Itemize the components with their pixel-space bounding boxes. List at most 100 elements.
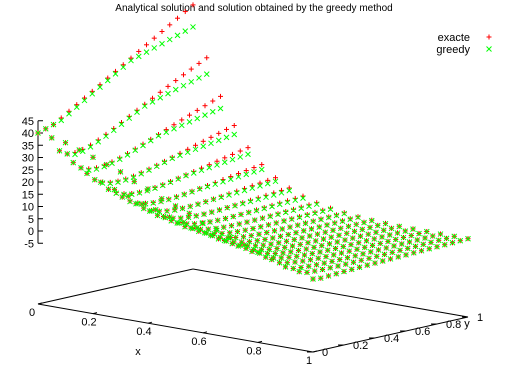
- cross-b: [247, 198, 254, 205]
- cross-b: [449, 239, 456, 246]
- point-greedy: [145, 186, 151, 192]
- point-exacte: [196, 60, 202, 66]
- point-greedy: [240, 233, 247, 240]
- cross-b: [293, 229, 299, 236]
- point-greedy: [412, 243, 419, 250]
- x-tick-label: 0: [29, 307, 35, 319]
- point-greedy: [306, 233, 313, 239]
- cross-b: [255, 249, 261, 256]
- point-greedy: [371, 236, 378, 242]
- point-greedy: [312, 210, 318, 217]
- point-greedy: [213, 227, 220, 234]
- point-greedy: [169, 155, 176, 162]
- cross-b: [48, 134, 55, 141]
- cross-b: [404, 245, 411, 252]
- point-greedy: [201, 211, 207, 218]
- point-greedy: [269, 203, 275, 210]
- point-greedy: [236, 221, 243, 227]
- point-exacte: [152, 185, 158, 191]
- point-greedy: [381, 251, 388, 258]
- point-greedy: [76, 147, 83, 153]
- cross-b: [152, 185, 158, 192]
- cross-b: [285, 231, 292, 238]
- point-greedy: [97, 179, 104, 186]
- cross-b: [150, 200, 157, 206]
- cross-b: [209, 232, 216, 239]
- point-greedy: [449, 239, 456, 246]
- point-greedy: [295, 247, 302, 254]
- cross-b: [311, 244, 317, 251]
- cross-b: [372, 260, 378, 266]
- point-greedy: [261, 205, 268, 212]
- point-greedy: [398, 241, 405, 247]
- cross-b: [187, 203, 194, 210]
- cross-b: [303, 246, 310, 252]
- point-greedy: [382, 220, 389, 227]
- point-exacte: [187, 112, 192, 118]
- cross-b: [343, 230, 350, 237]
- cross-b: [276, 201, 283, 208]
- point-exacte: [157, 89, 163, 95]
- point-greedy: [288, 216, 295, 223]
- cross-b: [111, 186, 118, 193]
- x-tick-label: 0.8: [246, 345, 261, 357]
- cross-b: [259, 215, 266, 222]
- cross-b: [243, 171, 250, 178]
- point-greedy: [339, 218, 346, 225]
- y-axis-line: [312, 316, 469, 353]
- cross-b: [324, 247, 331, 254]
- cross-b: [367, 249, 374, 255]
- point-greedy: [255, 249, 261, 256]
- point-greedy: [245, 209, 252, 216]
- cross-b: [42, 125, 49, 132]
- cross-b: [269, 235, 276, 241]
- point-greedy: [268, 256, 275, 263]
- cross-b: [251, 169, 257, 175]
- cross-b: [254, 237, 261, 244]
- y-tick-label: 0: [322, 347, 328, 359]
- point-greedy: [166, 214, 173, 220]
- cross-b: [400, 234, 407, 241]
- cross-b: [320, 236, 327, 242]
- cross-b: [223, 238, 230, 244]
- point-greedy: [50, 121, 57, 128]
- point-greedy: [334, 239, 341, 245]
- point-exacte: [206, 162, 212, 168]
- cross-b: [159, 40, 165, 47]
- cross-b: [268, 256, 275, 263]
- cross-b: [266, 246, 273, 253]
- x-axis-label: x: [135, 346, 141, 358]
- point-exacte: [181, 72, 186, 78]
- point-greedy: [138, 170, 145, 177]
- cross-b: [278, 189, 285, 196]
- cross-b: [294, 222, 301, 229]
- cross-b: [256, 231, 262, 238]
- cross-b: [156, 208, 163, 215]
- cross-b: [275, 239, 282, 246]
- cross-b: [312, 210, 318, 217]
- cross-b: [237, 242, 243, 249]
- point-greedy: [253, 207, 260, 214]
- cross-b: [204, 183, 211, 190]
- z-tick-label: 15: [22, 189, 34, 201]
- point-greedy: [226, 230, 233, 236]
- cross-b: [339, 218, 346, 225]
- point-greedy: [328, 234, 335, 241]
- x-tick-label: 0.2: [81, 317, 96, 329]
- point-greedy: [318, 242, 325, 249]
- cross-b: [295, 247, 302, 254]
- cross-b: [182, 28, 189, 35]
- point-greedy: [342, 261, 349, 267]
- point-greedy: [172, 86, 179, 93]
- point-exacte: [113, 68, 118, 74]
- cross-b: [283, 238, 290, 245]
- cross-b: [426, 245, 433, 252]
- cross-b: [365, 231, 372, 238]
- point-greedy: [152, 185, 158, 192]
- cross-b: [227, 176, 234, 183]
- point-greedy: [194, 224, 200, 231]
- point-greedy: [451, 233, 458, 240]
- cross-b: [369, 242, 376, 249]
- cross-b: [257, 183, 263, 189]
- point-greedy: [396, 223, 403, 230]
